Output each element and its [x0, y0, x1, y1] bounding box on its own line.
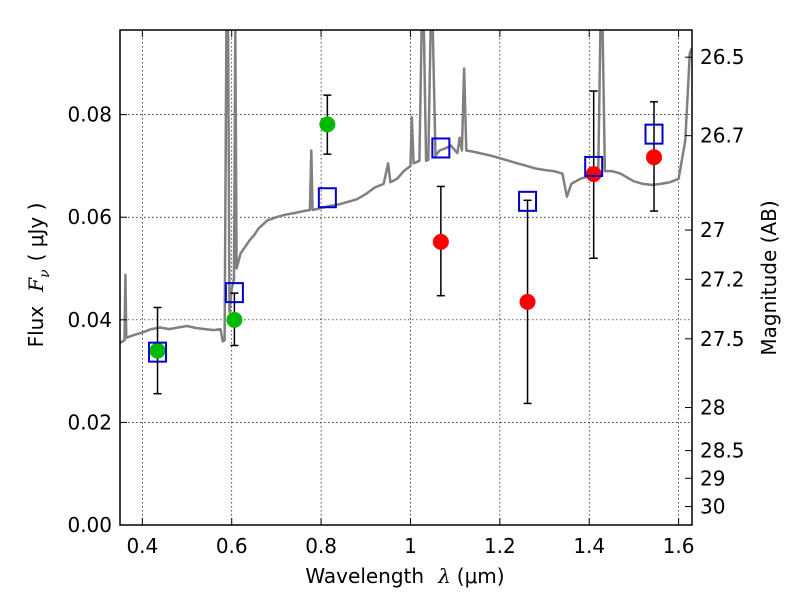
green-data-point — [226, 311, 243, 328]
x-tick-label: 1.6 — [663, 534, 695, 558]
x-tick-label: 1 — [404, 534, 417, 558]
y2-tick-label: 28.5 — [700, 439, 745, 463]
y2-tick-label: 27.5 — [700, 327, 745, 351]
red-data-point — [519, 293, 536, 310]
y2-tick-label: 29 — [700, 466, 725, 490]
y-axis-title-prefix: Flux — [24, 306, 48, 348]
red-data-point — [432, 233, 449, 250]
red-data-point — [585, 166, 602, 183]
grid-layer — [120, 30, 692, 526]
blue-square-point — [148, 341, 168, 363]
y2-tick-label: 26.5 — [700, 45, 745, 69]
y2-axis-title: Magnitude (AB) — [757, 200, 781, 355]
y-axis-title: Flux Fν ( μJy ) — [24, 203, 53, 348]
y2-tick-label: 26.7 — [700, 124, 745, 148]
x-tick-label: 0.8 — [305, 534, 337, 558]
blue-square-point — [431, 137, 451, 159]
y-axis-title-unit: ( μJy ) — [24, 203, 48, 262]
y2-tick-label: 28 — [700, 396, 725, 420]
green-data-point — [149, 342, 166, 359]
x-axis-title-symbol: λ — [437, 564, 451, 588]
tick-layer — [120, 30, 692, 526]
red-data-point — [646, 149, 663, 166]
blue-square-point — [584, 155, 604, 177]
blue-square-point — [644, 123, 664, 145]
y2-tick-label: 27.2 — [700, 267, 745, 291]
model-spectrum-layer — [120, 30, 692, 344]
y-axis-title-subscript: ν — [37, 269, 53, 278]
marker-layer — [148, 116, 664, 363]
y-tick-label: 0.00 — [67, 513, 112, 537]
x-tick-label: 0.6 — [216, 534, 248, 558]
x-axis-title-prefix: Wavelength — [305, 564, 424, 588]
x-tick-label: 1.2 — [484, 534, 516, 558]
plot-frame — [119, 29, 693, 526]
tick-label-layer: 0.4 0.6 0.8 1 1.2 1.4 1.6 0.00 0.02 0.04 0.06 0.08 2… — [67, 45, 744, 558]
x-axis-title-unit: (μm) — [457, 564, 505, 588]
green-data-point — [319, 116, 336, 133]
y-tick-label: 0.08 — [67, 103, 112, 127]
blue-square-point — [518, 190, 538, 212]
y2-tick-label: 30 — [700, 495, 725, 519]
x-tick-label: 1.4 — [573, 534, 605, 558]
y-tick-label: 0.02 — [67, 410, 112, 434]
y-tick-label: 0.04 — [67, 308, 112, 332]
y2-tick-label: 27 — [700, 218, 725, 242]
x-axis-title: Wavelength λ (μm) — [305, 564, 504, 588]
x-tick-label: 0.4 — [126, 534, 158, 558]
y-tick-label: 0.06 — [67, 205, 112, 229]
model-spectrum-line — [120, 30, 692, 344]
blue-square-point — [317, 187, 337, 209]
blue-square-point — [224, 282, 244, 304]
y-axis-title-symbol: F — [24, 277, 48, 293]
